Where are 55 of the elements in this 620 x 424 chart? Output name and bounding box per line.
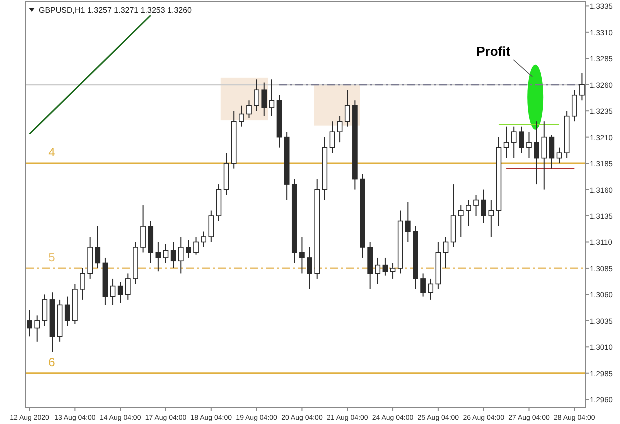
- candlestick: [390, 262, 396, 280]
- candlestick: [405, 202, 411, 243]
- candlestick: [519, 126, 524, 154]
- candlestick: [511, 126, 517, 159]
- annotation: 6: [48, 355, 56, 370]
- annotation: 5: [48, 250, 56, 264]
- candlestick: [580, 72, 585, 102]
- candlestick: [556, 147, 562, 164]
- candlestick: [95, 226, 101, 269]
- candlestick: [443, 236, 449, 269]
- annotation: 4: [48, 146, 56, 160]
- candlestick: [246, 100, 252, 119]
- candlestick: [239, 105, 244, 128]
- candlestick: [337, 116, 343, 144]
- candlestick: [382, 257, 388, 276]
- candlestick: [504, 126, 510, 159]
- candlestick: [542, 121, 548, 190]
- candlestick: [466, 200, 472, 228]
- text: GBPUSD,H1 1.3257 1.3271 1.3253 1.3260: [39, 6, 193, 15]
- candlestick: [42, 294, 48, 327]
- candlestick: [163, 244, 169, 264]
- candlestick: [549, 134, 555, 170]
- candlestick: [474, 194, 479, 217]
- candlestick: [526, 132, 532, 159]
- candlestick: [27, 310, 32, 338]
- candlestick: [110, 278, 116, 306]
- candlestick: [534, 121, 540, 186]
- candlestick: [178, 236, 184, 274]
- candlestick: [458, 205, 464, 238]
- candlestick: [125, 273, 131, 300]
- candlestick: [194, 236, 199, 256]
- candlestick: [375, 257, 381, 285]
- candlestick: [170, 242, 176, 269]
- candlestick: [80, 268, 86, 300]
- candlestick: [186, 240, 192, 258]
- candlestick: [262, 82, 268, 117]
- candlestick: [307, 246, 312, 290]
- candlestick: [156, 242, 162, 272]
- candlestick: [201, 231, 207, 248]
- candlestick: [300, 236, 305, 274]
- candlestick: [34, 315, 40, 342]
- candlestick: [269, 79, 275, 117]
- annotation: Profit: [476, 44, 512, 59]
- candlestick: [488, 200, 494, 238]
- candlestick: [344, 90, 350, 128]
- candlestick: [420, 273, 426, 298]
- candlestick: [481, 189, 487, 224]
- candlestick: [208, 210, 214, 243]
- candlestick: [572, 90, 578, 122]
- candlestick: [118, 282, 124, 304]
- candlestick: [428, 278, 434, 300]
- candlestick: [140, 205, 146, 254]
- candlestick: [254, 79, 260, 112]
- candlestick: [330, 121, 336, 154]
- candlestick: [64, 296, 70, 327]
